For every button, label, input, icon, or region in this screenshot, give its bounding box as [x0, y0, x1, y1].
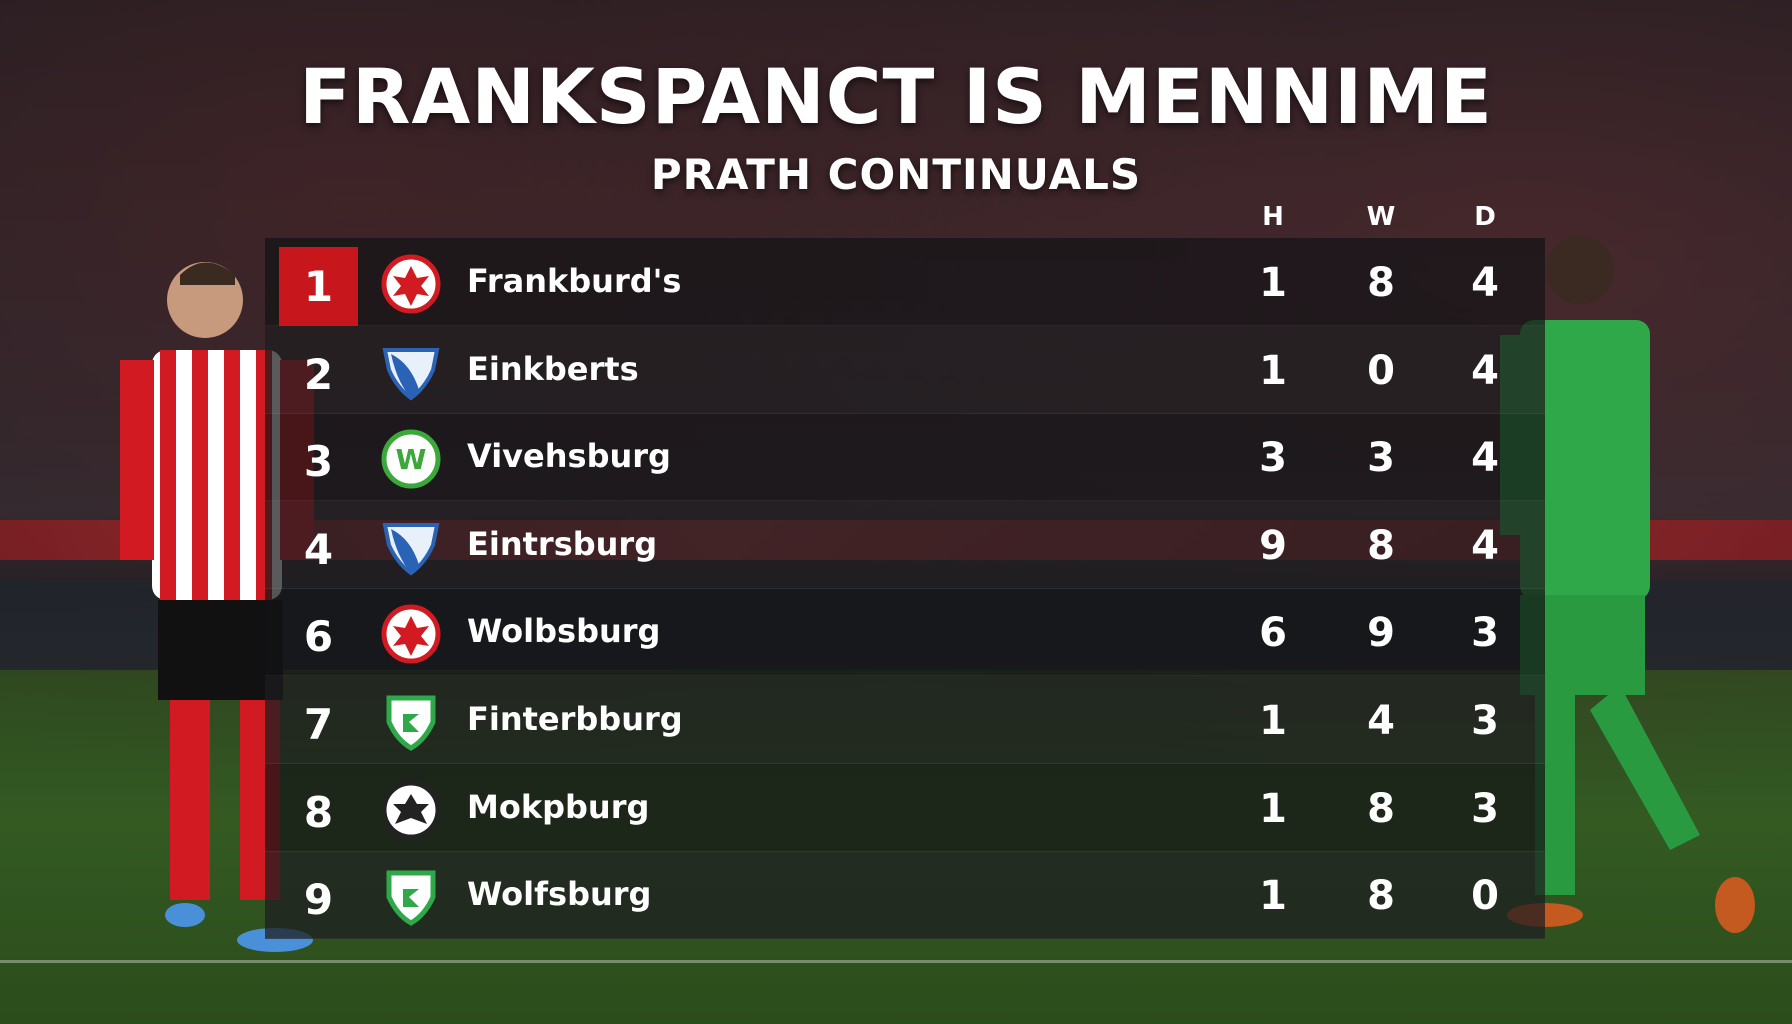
stat-w: 8 — [1367, 522, 1395, 569]
column-header-w: W — [1366, 202, 1396, 232]
stat-d: 4 — [1471, 347, 1499, 394]
rank: 4 — [303, 524, 334, 574]
stat-w: 9 — [1367, 610, 1395, 657]
stat-w: 8 — [1367, 260, 1395, 306]
team-crest-icon — [382, 522, 440, 576]
stat-d: 3 — [1471, 610, 1499, 657]
page-subtitle: PRATH CONTINUALS — [650, 150, 1142, 199]
team-crest-icon — [382, 347, 440, 401]
stat-h: 1 — [1259, 873, 1287, 920]
stat-h: 1 — [1259, 260, 1287, 306]
stat-w: 4 — [1367, 698, 1395, 744]
team-name: Mokpburg — [467, 787, 650, 826]
column-header-h: H — [1262, 202, 1284, 232]
team-crest-icon — [381, 254, 441, 314]
rank: 2 — [303, 349, 334, 399]
rank: 6 — [303, 612, 334, 662]
stat-h: 1 — [1259, 785, 1287, 832]
stat-h: 6 — [1259, 610, 1287, 657]
team-name: Vivehsburg — [467, 437, 671, 476]
table-row[interactable]: 2 Einkberts 1 0 4 — [265, 326, 1545, 414]
stat-h: 1 — [1259, 698, 1287, 744]
team-crest-icon — [381, 604, 441, 664]
team-name: Frankburd's — [467, 262, 682, 300]
team-crest-icon — [381, 780, 441, 840]
table-row[interactable]: 1 Frankburd's 1 8 4 — [265, 238, 1545, 326]
table-row[interactable]: 3 W Vivehsburg 3 3 4 — [265, 413, 1545, 502]
page-title: FRANKSPANCT IS MENNIME — [299, 52, 1493, 141]
team-name: Wolfsburg — [467, 875, 652, 914]
table-row[interactable]: 8 Mokpburg 1 8 3 — [265, 764, 1545, 852]
team-crest-icon — [386, 695, 436, 751]
svg-text:W: W — [396, 443, 427, 476]
table-row[interactable]: 4 Eintrsburg 9 8 4 — [265, 501, 1545, 589]
stat-h: 3 — [1259, 435, 1287, 482]
stat-d: 3 — [1471, 785, 1499, 832]
table-row[interactable]: 7 Finterbburg 1 4 3 — [265, 676, 1545, 764]
pitch-line — [0, 960, 1792, 963]
stat-h: 9 — [1259, 522, 1287, 569]
rank: 1 — [279, 247, 358, 326]
stat-w: 8 — [1367, 785, 1395, 832]
team-crest-icon — [386, 870, 436, 927]
stat-w: 8 — [1367, 873, 1395, 920]
team-name: Finterbburg — [467, 700, 683, 738]
column-header-d: D — [1474, 202, 1496, 232]
rank: 3 — [303, 437, 334, 487]
stat-d: 4 — [1471, 260, 1499, 306]
rank: 8 — [303, 787, 334, 837]
stat-h: 1 — [1259, 347, 1287, 394]
standings-table: 1 Frankburd's 1 8 4 2 Einkberts 1 0 4 3 W Vivehsburg… — [265, 238, 1545, 940]
stat-d: 0 — [1471, 873, 1499, 920]
stat-w: 3 — [1367, 435, 1395, 482]
team-name: Wolbsburg — [467, 612, 661, 651]
stat-d: 3 — [1471, 698, 1499, 744]
stat-w: 0 — [1367, 347, 1395, 394]
stat-d: 4 — [1471, 435, 1499, 482]
team-crest-icon: W — [381, 429, 441, 489]
team-name: Einkberts — [467, 349, 639, 388]
rank: 9 — [303, 875, 334, 925]
table-row[interactable]: 6 Wolbsburg 6 9 3 — [265, 588, 1545, 677]
table-row[interactable]: 9 Wolfsburg 1 8 0 — [265, 851, 1545, 940]
team-name: Eintrsburg — [467, 524, 658, 563]
rank: 7 — [303, 700, 334, 749]
stat-d: 4 — [1471, 522, 1499, 569]
